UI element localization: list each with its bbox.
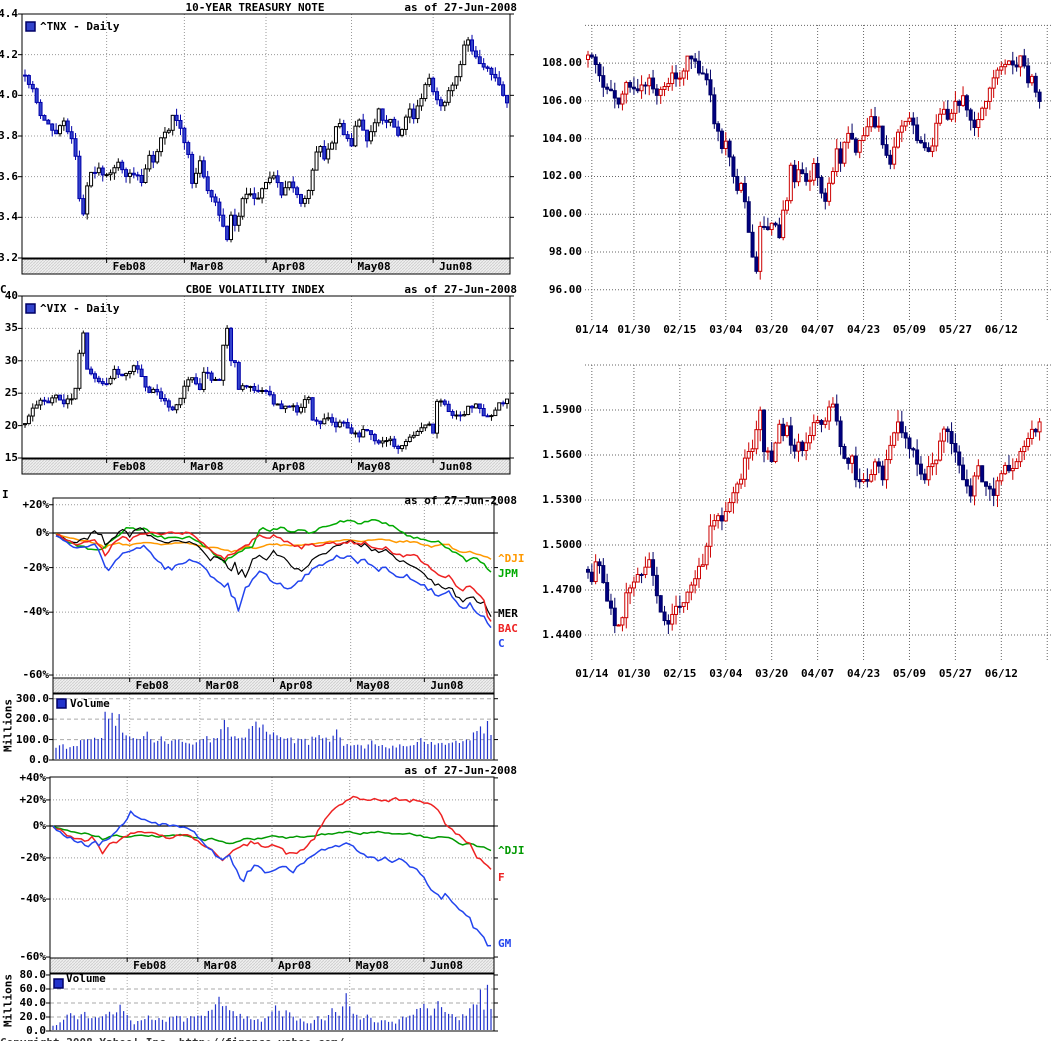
autos-volume-legend-label: Volume: [66, 972, 106, 985]
banks-volume-legend-label: Volume: [70, 697, 110, 710]
banks-series-label-dji: ^DJI: [498, 552, 525, 565]
banks-series-label-jpm: JPM: [498, 567, 518, 580]
edge-text-fragment-i: I: [2, 488, 9, 501]
banks-series-label-bac: BAC: [498, 622, 518, 635]
autos-as-of-date: as of 27-Jun-2008: [404, 764, 517, 777]
banks-volume-axis-title: Millions: [1, 699, 15, 752]
vix-as-of-date: as of 27-Jun-2008: [404, 283, 517, 296]
autos-volume-axis-title: Millions: [1, 974, 15, 1027]
edge-text-fragment-c: C: [0, 283, 7, 296]
banks-series-label-mer: MER: [498, 607, 518, 620]
vix-legend-label: ^VIX - Daily: [40, 302, 120, 315]
tnx-legend-label: ^TNX - Daily: [40, 20, 120, 33]
autos-series-label-dji: ^DJI: [498, 844, 525, 857]
footer-text: Copyright 2008 Yahoo! Inc. http://financ…: [0, 1036, 344, 1041]
tnx-chart-title: 10-YEAR TREASURY NOTE: [185, 1, 325, 14]
banks-as-of-date: as of 27-Jun-2008: [404, 494, 517, 507]
tnx-as-of-date: as of 27-Jun-2008: [404, 1, 517, 14]
clipped-footer-text: Copyright 2008 Yahoo! Inc. http://financ…: [0, 1036, 520, 1041]
banks-series-label-c: C: [498, 637, 505, 650]
vix-chart-title: CBOE VOLATILITY INDEX: [185, 283, 325, 296]
autos-series-label-f: F: [498, 871, 505, 884]
autos-series-label-gm: GM: [498, 937, 512, 950]
